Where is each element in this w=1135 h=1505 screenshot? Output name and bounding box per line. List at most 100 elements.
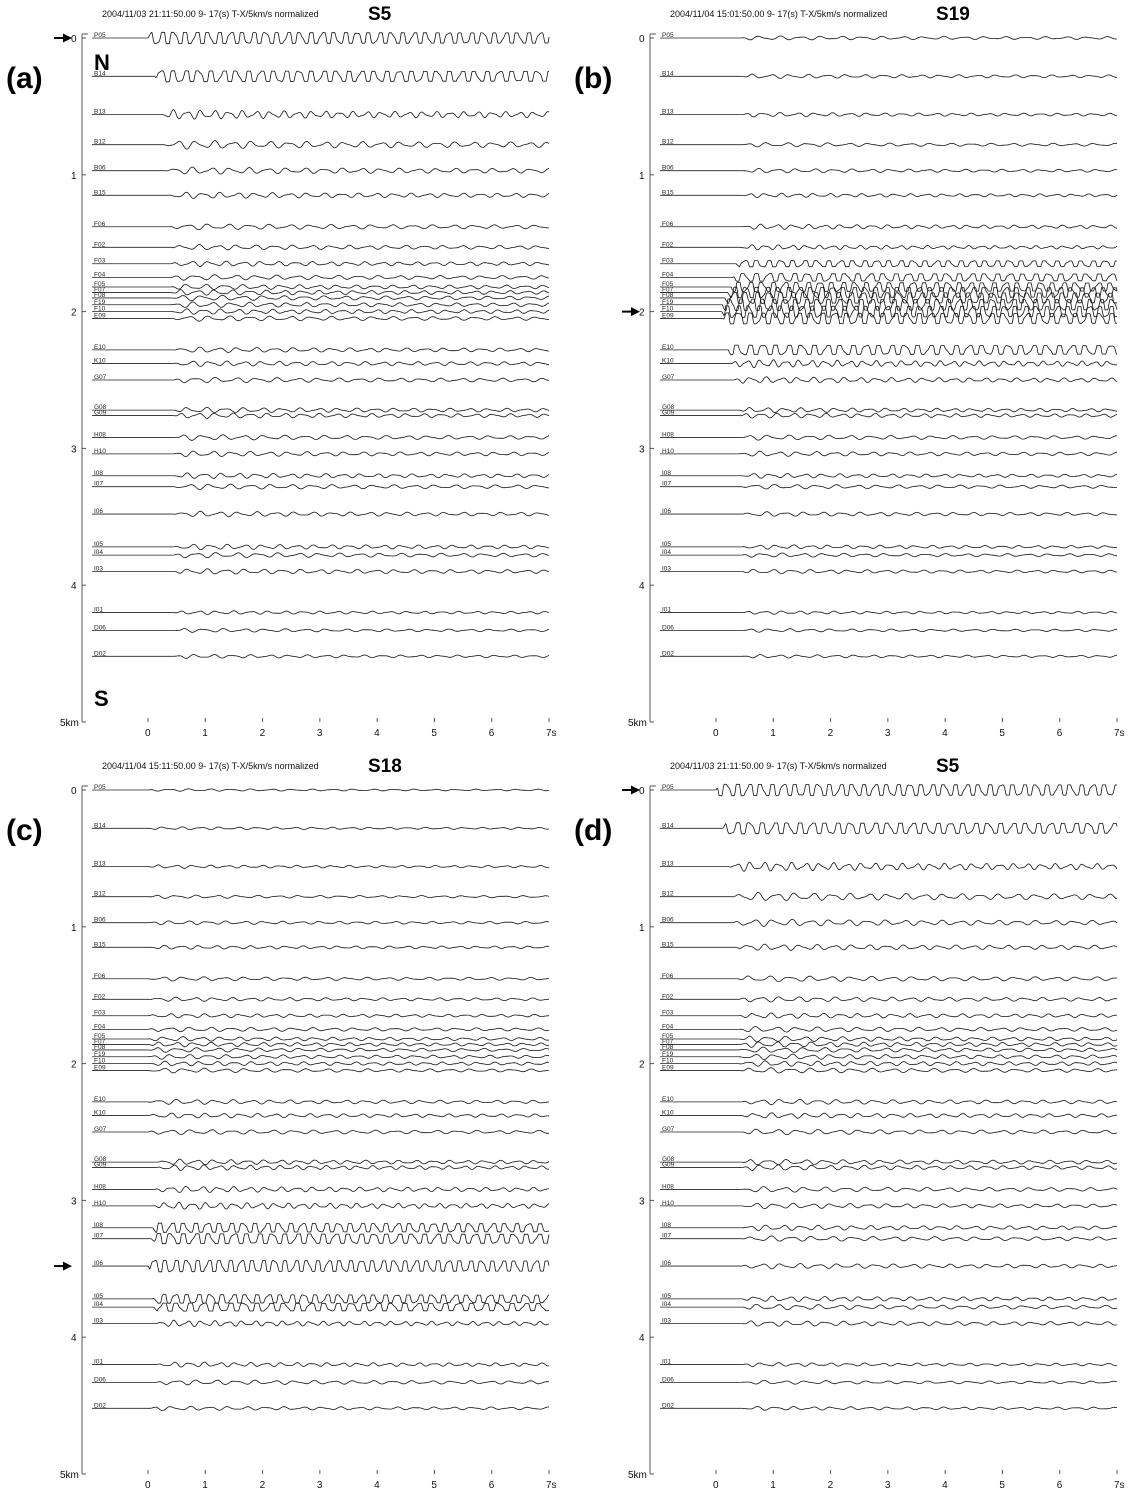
station-label: B13 <box>662 861 674 868</box>
waveform-line <box>738 412 1118 419</box>
waveform-line <box>169 223 549 231</box>
station-label: B14 <box>662 70 674 77</box>
trace-h08: H08 <box>92 1183 550 1193</box>
waveform-line <box>741 35 1118 41</box>
x-tick-label: 2 <box>260 1480 266 1491</box>
station-label: I04 <box>662 549 671 556</box>
trace-i01: I01 <box>660 1359 1118 1367</box>
station-label: E09 <box>662 1064 674 1071</box>
station-label: F05 <box>662 281 674 288</box>
x-tick-label: 5 <box>999 1480 1005 1491</box>
waveform-line <box>148 944 550 950</box>
waveform-line <box>147 31 550 45</box>
waveform-line <box>156 1361 549 1368</box>
panel-title: S5 <box>368 4 392 25</box>
station-label: B06 <box>94 165 106 172</box>
waveform-line <box>170 274 550 281</box>
trace-p05: P05 <box>92 784 550 792</box>
waveform-line <box>741 1235 1117 1242</box>
waveform-line <box>173 628 550 633</box>
trace-d02: D02 <box>92 1402 550 1411</box>
trace-i06: I06 <box>660 1260 1118 1270</box>
station-label: F07 <box>94 286 106 293</box>
waveform-line <box>730 282 1118 292</box>
y-tick-label: 1 <box>71 171 77 182</box>
x-tick-label: 3 <box>317 1480 323 1491</box>
waveform-line <box>741 1112 1118 1119</box>
station-label: F02 <box>662 241 674 248</box>
trace-e09: E09 <box>660 1064 1117 1074</box>
trace-i05: I05 <box>660 1293 1118 1302</box>
x-tick-label: 7s <box>1114 1480 1125 1491</box>
trace-i03: I03 <box>92 566 550 575</box>
waveform-line <box>165 166 550 175</box>
trace-g08: G08 <box>92 404 550 413</box>
trace-k10: K10 <box>660 1110 1118 1119</box>
trace-d02: D02 <box>92 650 550 659</box>
station-label: I03 <box>94 566 103 573</box>
source-arrow-icon <box>54 1261 72 1271</box>
waveform-line <box>727 286 1118 299</box>
waveform-line <box>154 1319 550 1328</box>
waveform-line <box>172 315 549 322</box>
station-label: F06 <box>662 221 674 228</box>
station-label: D06 <box>94 1376 106 1383</box>
trace-g08: G08 <box>660 1156 1118 1166</box>
station-label: F19 <box>94 299 106 306</box>
trace-g09: G09 <box>92 1162 550 1171</box>
waveform-line <box>741 1159 1118 1166</box>
station-label: I05 <box>94 541 103 548</box>
station-label: F06 <box>94 973 106 980</box>
waveform-line <box>738 434 1118 441</box>
waveform-line <box>173 568 550 575</box>
trace-i04: I04 <box>660 1301 1118 1311</box>
waveform-line <box>738 1046 1118 1053</box>
x-tick-label: 6 <box>1057 1480 1063 1491</box>
station-label: B15 <box>94 189 106 196</box>
waveform-line <box>738 406 1118 414</box>
waveform-line <box>741 1263 1118 1270</box>
waveform-line <box>731 892 1118 902</box>
waveform-line <box>173 360 550 367</box>
trace-i06: I06 <box>92 508 550 518</box>
trace-f08: F08 <box>660 1044 1118 1053</box>
waveform-line <box>154 70 549 83</box>
station-label: F02 <box>94 241 106 248</box>
y-tick-label: 1 <box>71 923 77 934</box>
waveform-line <box>147 1047 550 1053</box>
trace-f10: F10 <box>660 1058 1118 1067</box>
station-label: B06 <box>94 917 106 924</box>
waveform-line <box>156 1379 549 1386</box>
trace-e09: E09 <box>92 312 549 322</box>
trace-f05: F05 <box>92 1033 550 1042</box>
panel-label: (a) <box>6 62 43 95</box>
trace-h08: H08 <box>660 1183 1118 1193</box>
x-tick-label: 0 <box>145 728 151 739</box>
station-label: I03 <box>94 1318 103 1325</box>
x-tick-label: 1 <box>202 1480 208 1491</box>
x-tick-label: 3 <box>317 728 323 739</box>
waveform-line <box>738 996 1118 1003</box>
station-label: E09 <box>662 312 674 319</box>
waveform-line <box>730 359 1118 369</box>
waveform-line <box>147 1129 550 1136</box>
station-label: B12 <box>94 139 106 146</box>
waveform-line <box>741 1304 1118 1311</box>
y-tick-label: 0 <box>71 34 77 45</box>
station-label: F05 <box>94 1033 106 1040</box>
waveform-line <box>738 244 1118 251</box>
trace-f07: F07 <box>660 1038 1118 1048</box>
trace-e09: E09 <box>660 312 1117 325</box>
trace-d06: D06 <box>92 1376 549 1386</box>
trace-b15: B15 <box>660 941 1118 951</box>
x-tick-label: 1 <box>770 1480 776 1491</box>
trace-f08: F08 <box>660 292 1117 304</box>
trace-f19: F19 <box>660 298 1118 311</box>
station-label: G08 <box>662 1156 675 1163</box>
waveform-line <box>148 920 550 926</box>
station-label: I07 <box>94 1233 103 1240</box>
y-tick-label: 4 <box>71 581 77 592</box>
station-label: I08 <box>662 470 671 477</box>
y-tick-label: 0 <box>639 786 645 797</box>
x-tick-label: 7s <box>546 1480 557 1491</box>
